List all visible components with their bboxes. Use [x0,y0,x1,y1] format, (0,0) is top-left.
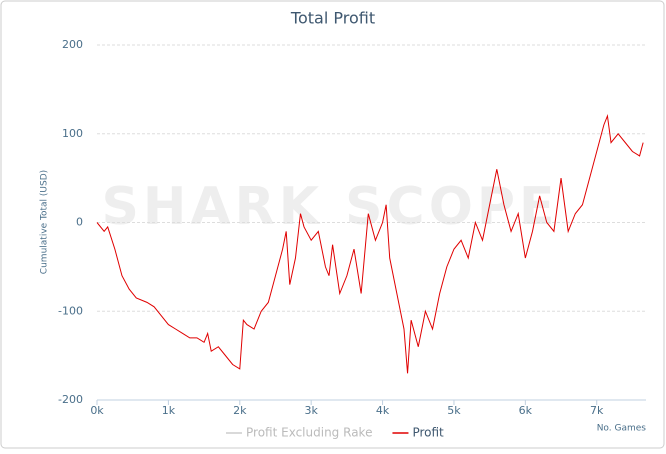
y-tick-label: 200 [62,38,83,51]
watermark: SHARK SCOPE [101,177,558,237]
x-tick-label: 5k [447,404,461,417]
x-tick-label: 4k [376,404,390,417]
x-tick-label: 3k [304,404,318,417]
line [96,114,644,374]
y-tick-label: -200 [58,393,83,406]
y-tick-label: -100 [58,304,83,317]
y-tick-label: 100 [62,127,83,140]
x-tick-label: 1k [162,404,176,417]
y-axis-label: Cumulative Total (USD) [40,170,50,274]
legend-label: Profit Excluding Rake [246,426,372,440]
x-tick-label: 2k [233,404,247,417]
y-tick-label: 0 [76,216,83,229]
x-tick-label: 6k [519,404,533,417]
chart-title: Total Profit [290,9,375,28]
x-axis-label: No. Games [597,424,647,434]
legend-label: Profit [412,426,444,440]
x-tick-label: 7k [590,404,604,417]
x-tick-label: 0k [90,404,104,417]
